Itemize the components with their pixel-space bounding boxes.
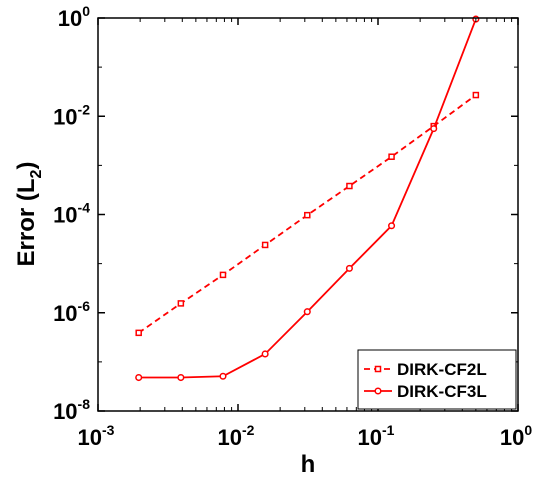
y-axis-label-subscript: 2: [28, 169, 45, 178]
y-axis-label: Error (L2): [13, 162, 45, 267]
data-point: [135, 329, 142, 337]
y-tick-label: 10-8: [53, 396, 90, 424]
data-point: [304, 211, 311, 219]
y-tick-label-base: 10: [58, 6, 82, 31]
data-point: [261, 350, 269, 358]
data-point: [261, 241, 269, 249]
y-tick-label-base: 10: [53, 301, 77, 326]
y-tick-label: 10-6: [53, 298, 90, 326]
series-dirk-cf3l: [135, 15, 480, 382]
legend-label-dirk-cf3l: DIRK-CF3L: [397, 382, 487, 401]
y-tick-label: 10-2: [53, 101, 90, 129]
data-point: [219, 372, 227, 380]
series-layer: [135, 15, 480, 382]
y-tick-label-exponent: -6: [78, 298, 91, 314]
data-point: [303, 308, 311, 316]
legend-marker: [374, 387, 382, 395]
x-tick-label: 10-2: [218, 422, 255, 450]
x-tick-label-exponent: -3: [102, 422, 115, 438]
x-tick-label-exponent: -2: [242, 422, 255, 438]
data-point: [177, 373, 185, 382]
data-point: [346, 182, 353, 190]
legend-box: [357, 349, 517, 410]
data-point: [135, 373, 143, 382]
legend-marker: [374, 365, 382, 373]
y-tick-label-exponent: 0: [82, 3, 90, 19]
x-tick-label-exponent: 0: [524, 422, 532, 438]
y-axis-label-main: Error (L: [13, 178, 40, 266]
y-tick-label-base: 10: [53, 104, 77, 129]
y-tick-label-exponent: -4: [78, 200, 91, 216]
x-tick-label: 100: [500, 422, 532, 450]
data-point: [388, 153, 395, 160]
y-tick-label: 100: [58, 3, 90, 31]
y-tick-label-exponent: -8: [78, 396, 91, 412]
x-tick-label-base: 10: [358, 425, 382, 450]
data-point: [430, 125, 438, 133]
data-point: [219, 271, 227, 279]
x-tick-label-base: 10: [78, 425, 102, 450]
data-point: [472, 91, 480, 99]
y-tick-label-base: 10: [53, 399, 77, 424]
x-tick-label: 10-1: [358, 422, 395, 450]
data-point: [345, 264, 353, 272]
legend: DIRK-CF2L DIRK-CF3L: [357, 349, 517, 410]
y-tick-label-base: 10: [53, 203, 77, 228]
x-tick-label-base: 10: [500, 425, 524, 450]
x-tick-label-base: 10: [218, 425, 242, 450]
x-tick-label-exponent: -1: [382, 422, 395, 438]
x-tick-label: 10-3: [78, 422, 115, 450]
series-line: [138, 18, 477, 379]
x-axis-label: h: [301, 451, 316, 477]
y-tick-label: 10-4: [53, 200, 90, 228]
data-point: [177, 300, 185, 307]
legend-label-dirk-cf2l: DIRK-CF2L: [397, 360, 487, 379]
y-tick-label-exponent: -2: [78, 101, 91, 117]
data-point: [388, 222, 396, 230]
series-dirk-cf2l: [135, 91, 480, 337]
y-axis-label-close: ): [13, 162, 40, 170]
